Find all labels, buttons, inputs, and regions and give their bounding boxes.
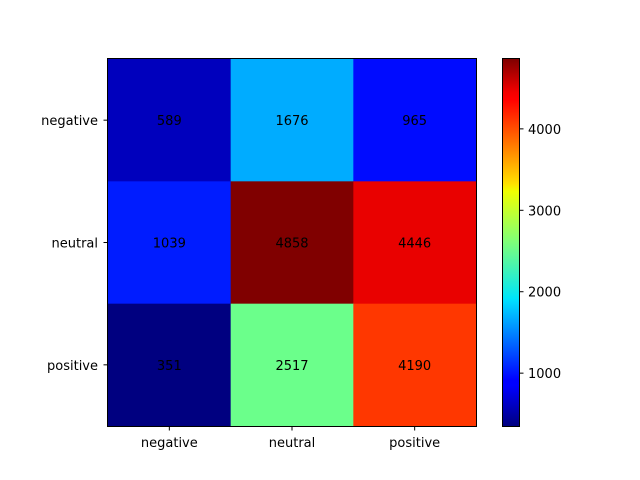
cell-value-label: 965 [402,114,427,129]
colorbar-tick-label: 3000 [528,204,561,219]
colorbar-tick-label: 2000 [528,286,561,301]
cell-value-label: 1676 [275,114,308,129]
heatmap-cell [230,59,354,182]
x-axis: negative neutral positive [141,426,440,451]
colorbar: 1000 2000 3000 4000 [502,58,561,427]
cell-value-label: 1039 [153,237,186,252]
y-axis: negative neutral positive [41,114,108,374]
heatmap-cell [108,303,232,427]
colorbar-tick-label: 1000 [528,367,561,382]
colorbar-frame [502,58,520,427]
heatmap-cell [230,181,354,305]
x-tick-label: positive [389,436,440,451]
x-tick-label: negative [141,436,198,451]
heatmap-cell-labels: 589 1676 965 1039 4858 4446 351 2517 4190 [153,114,431,374]
y-tick-label: negative [41,114,98,129]
heatmap-cell [108,181,232,305]
x-tick-label: neutral [269,436,316,451]
cell-value-label: 4190 [398,359,431,374]
heatmap-cell [353,59,477,182]
colorbar-ticks: 1000 2000 3000 4000 [519,123,561,382]
heatmap-cells [108,59,477,427]
heatmap-cell [353,303,477,427]
cell-value-label: 351 [157,359,182,374]
heatmap-cell [108,59,232,182]
cell-value-label: 4858 [275,237,308,252]
colorbar-tick-label: 4000 [528,123,561,138]
heatmap-cell [353,181,477,305]
y-tick-label: neutral [52,237,99,252]
heatmap-cell [230,303,354,427]
cell-value-label: 4446 [398,237,431,252]
colorbar-gradient [503,59,519,426]
cell-value-label: 2517 [275,359,308,374]
y-tick-label: positive [47,359,98,374]
cell-value-label: 589 [157,114,182,129]
